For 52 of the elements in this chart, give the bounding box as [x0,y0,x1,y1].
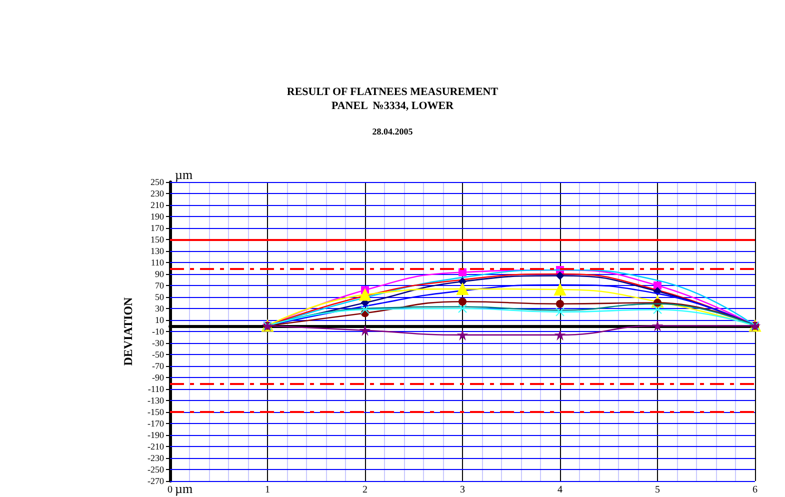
point [359,288,371,301]
y-tick-label: 190 [150,212,164,222]
point [456,282,468,295]
y-tick-label: -130 [148,396,164,406]
chart-subtitle: 28.04.2005 [372,126,414,136]
y-tick-label: -250 [148,464,164,474]
x-tick-label: 3 [460,484,465,496]
x-tick-label: 4 [558,484,562,496]
x-tick-label: 6 [752,484,758,496]
x-tick-label: 5 [655,484,660,496]
y-tick-label: 150 [150,234,164,244]
x-tick-label: 0 [168,484,172,496]
y-tick-label: 230 [150,188,164,198]
point [458,268,466,276]
point [458,304,467,313]
y-tick-label: -210 [148,442,164,452]
y-axis-title: DEVIATION [121,296,135,366]
point [458,277,466,286]
y-tick-label: 250 [150,177,164,187]
point [556,300,564,308]
point [554,284,566,296]
y-tick-label: 10 [155,315,164,325]
point [654,282,662,290]
y-tick-label: -50 [152,350,164,360]
y-tick-label: 210 [150,200,164,210]
x-tick-label: 1 [265,484,270,496]
point [556,272,564,280]
y-tick-label: -190 [148,430,164,440]
y-tick-label: 90 [155,269,164,279]
y-tick-label: -170 [148,418,164,428]
text: µm [175,167,193,182]
y-tick-label: 70 [155,280,164,290]
y-tick-label: -270 [148,476,164,486]
annotation: µm [175,481,193,496]
chart-title: RESULT OF FLATNEES MEASUREMENT PANEL №3334, LOWER [286,86,499,112]
y-tick-label: -90 [152,372,164,382]
y-tick-label: -110 [148,384,164,394]
y-tick-label: -230 [148,453,164,463]
y-tick-label: 130 [150,246,164,256]
y-tick-label: -30 [152,338,164,348]
point [653,305,662,314]
y-tick-label: 170 [150,223,164,233]
y-tick-label: -10 [152,326,164,336]
y-tick-label: -150 [148,407,164,417]
y-tick-label: 30 [155,304,164,314]
y-tick-label: 110 [150,258,164,268]
point [360,305,370,314]
x-tick-label: 2 [362,484,368,496]
y-tick-label: 50 [155,292,164,302]
point [458,298,466,306]
y-tick-label: -70 [152,361,164,371]
point [556,307,564,316]
